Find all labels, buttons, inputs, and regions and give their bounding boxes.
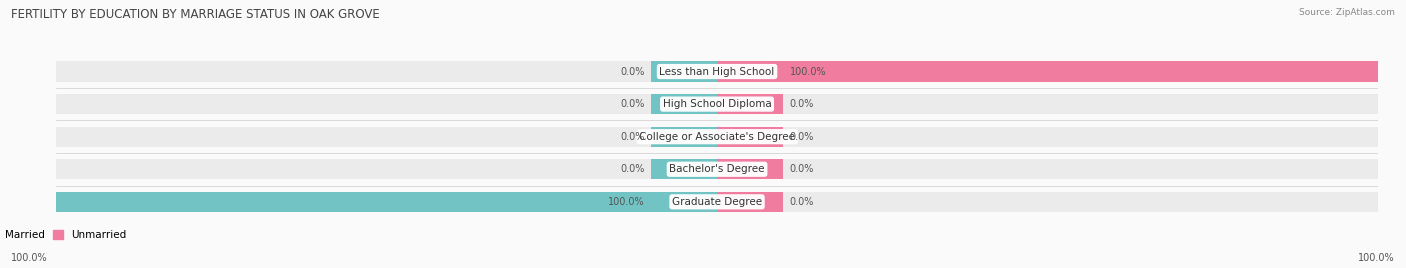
Text: 0.0%: 0.0% — [790, 197, 814, 207]
Bar — [717, 94, 783, 114]
Bar — [717, 126, 783, 147]
Text: 0.0%: 0.0% — [620, 132, 644, 142]
Text: 100.0%: 100.0% — [607, 197, 644, 207]
Bar — [651, 94, 717, 114]
Text: 100.0%: 100.0% — [11, 253, 48, 263]
Text: 0.0%: 0.0% — [620, 164, 644, 174]
Bar — [56, 126, 1378, 147]
Text: 0.0%: 0.0% — [790, 99, 814, 109]
Text: 0.0%: 0.0% — [790, 132, 814, 142]
Text: 0.0%: 0.0% — [620, 99, 644, 109]
Bar — [717, 61, 1378, 82]
Text: College or Associate's Degree: College or Associate's Degree — [640, 132, 794, 142]
Text: 0.0%: 0.0% — [790, 164, 814, 174]
Text: 100.0%: 100.0% — [790, 66, 827, 77]
Bar — [56, 94, 1378, 114]
Bar — [56, 159, 1378, 179]
Text: High School Diploma: High School Diploma — [662, 99, 772, 109]
Bar — [56, 192, 717, 212]
Bar — [717, 159, 783, 179]
Text: 100.0%: 100.0% — [1358, 253, 1395, 263]
Bar — [717, 192, 783, 212]
Bar — [651, 126, 717, 147]
Text: Bachelor's Degree: Bachelor's Degree — [669, 164, 765, 174]
Text: FERTILITY BY EDUCATION BY MARRIAGE STATUS IN OAK GROVE: FERTILITY BY EDUCATION BY MARRIAGE STATU… — [11, 8, 380, 21]
Bar — [651, 61, 717, 82]
Text: Less than High School: Less than High School — [659, 66, 775, 77]
Text: Graduate Degree: Graduate Degree — [672, 197, 762, 207]
Bar — [651, 159, 717, 179]
Text: 0.0%: 0.0% — [620, 66, 644, 77]
Bar — [56, 192, 1378, 212]
Legend: Married, Unmarried: Married, Unmarried — [0, 226, 131, 244]
Text: Source: ZipAtlas.com: Source: ZipAtlas.com — [1299, 8, 1395, 17]
Bar — [56, 61, 1378, 82]
